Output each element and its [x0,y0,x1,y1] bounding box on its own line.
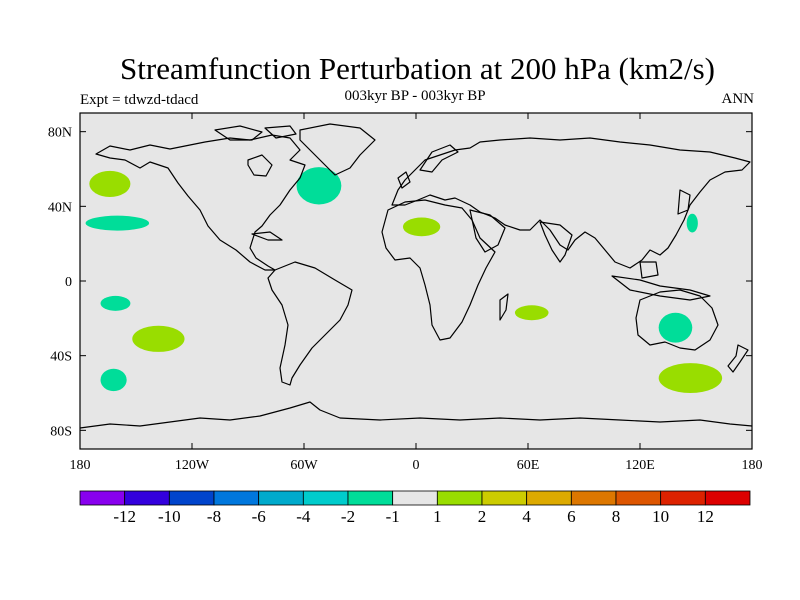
map-ticks: 80N 40N 0 40S 80S 180 120W 60W 0 60E 120E 180 [48,113,763,473]
chart-subtitle: 003kyr BP - 003kyr BP [344,88,486,104]
colorbar-label: -1 [386,507,400,526]
colorbar-label: 12 [697,507,714,526]
coast-australia [635,289,719,351]
season-label: ANN [721,91,755,107]
coast-indonesia [611,275,711,301]
coast-new-zealand [727,344,749,373]
coast-south-america [267,261,353,386]
north-pacific-patch [89,170,131,197]
madagascar-patch [514,305,549,321]
east-asia-patch [686,213,698,233]
lon-tick-label: 0 [413,458,420,473]
coast-india [539,221,573,263]
australia-patch [658,312,693,343]
colorbar-swatch [392,490,438,506]
lat-tick-label: 40N [48,200,72,215]
colorbar-swatch [347,490,394,506]
colorbar-swatch [213,490,260,506]
coastlines [79,123,753,429]
central-pacific-patch [85,215,150,231]
colorbar-label: 1 [433,507,442,526]
coast-antarctica [79,401,753,429]
anomaly-layer [85,167,723,394]
lon-tick-label: 60W [290,458,318,473]
lon-tick-label: 120E [625,458,655,473]
southern-pacific-high-patch [100,368,127,392]
coast-arctic-islands [214,125,297,141]
colorbar-swatch [481,490,528,506]
colorbar-label: 2 [478,507,487,526]
colorbar-swatch [302,490,349,506]
colorbar-swatch [660,490,706,506]
coast-eurasia [391,137,751,269]
colorbar-label: -12 [113,507,136,526]
coast-hudson-bay [247,154,273,177]
colorbar-swatch [124,490,170,506]
south-pacific-patch [132,325,185,352]
north-africa-patch [402,217,441,237]
colorbar-label: -8 [207,507,221,526]
colorbar-label: 6 [567,507,576,526]
map-area: 80N 40N 0 40S 80S 180 120W 60W 0 60E 120E 180 [48,112,763,473]
coast-uk [397,171,411,189]
colorbar-label: -4 [296,507,311,526]
colorbar-label: -2 [341,507,355,526]
lat-tick-label: 80S [50,424,72,439]
coast-madagascar [499,293,509,321]
coast-africa [381,199,496,341]
tropical-south-pacific-patch [100,295,131,311]
colorbar-label: -6 [252,507,266,526]
coast-greenland [299,123,376,176]
colorbar-label: 8 [612,507,621,526]
coast-north-america [95,134,306,271]
colorbar-swatch [168,490,215,506]
coast-japan [677,189,691,215]
experiment-label: Expt = tdwzd-tdacd [80,92,199,108]
coast-scandinavia [419,144,459,173]
coast-cuba [251,231,283,241]
chart-title: Streamfunction Perturbation at 200 hPa (… [120,51,715,86]
lat-tick-label: 40S [50,350,72,365]
lon-tick-label: 180 [70,458,91,473]
north-atlantic-patch [296,167,342,205]
colorbar-swatch [704,490,751,506]
colorbar-label: -10 [158,507,181,526]
coast-borneo [639,261,659,279]
lat-tick-label: 0 [65,275,72,290]
lon-tick-label: 180 [742,458,763,473]
colorbar-label: 10 [652,507,669,526]
colorbar-swatch [436,490,483,506]
colorbar-swatch [526,490,572,506]
colorbar-label: 4 [522,507,531,526]
lat-tick-label: 80N [48,126,72,141]
colorbar-swatch [258,490,304,506]
colorbar: -12 -10 -8 -6 -4 -2 -1 1 2 4 6 8 10 12 [79,490,751,526]
colorbar-swatch [79,490,126,506]
colorbar-swatch [570,490,617,506]
coast-arabia [469,209,506,253]
southern-ocean-patch [658,363,723,394]
lon-tick-label: 60E [517,458,540,473]
map-background [80,113,752,449]
lon-tick-label: 120W [175,458,210,473]
colorbar-swatch [615,490,662,506]
